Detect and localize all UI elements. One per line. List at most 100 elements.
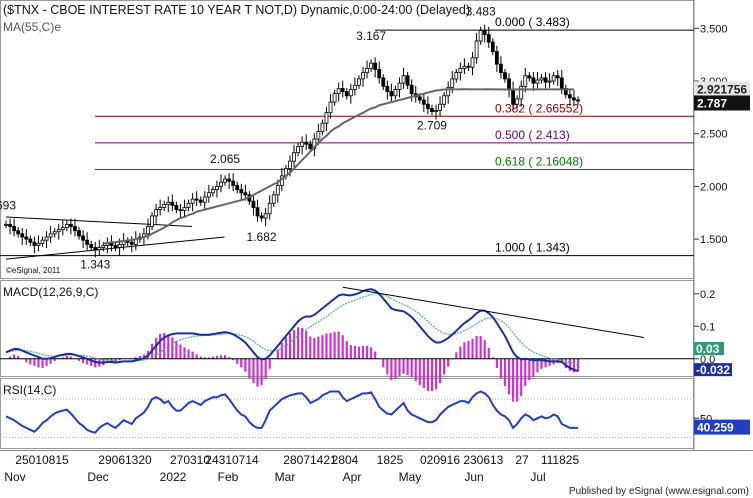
candle-body [198, 199, 203, 203]
candle-body [174, 204, 179, 211]
candle-body [417, 96, 422, 101]
candle-body [478, 30, 483, 42]
y-tick-label: 2.500 [700, 129, 728, 141]
candle-body [369, 62, 374, 69]
candle-body [397, 82, 402, 90]
candle-body [267, 202, 272, 215]
candle-body [16, 230, 21, 235]
candle-body [515, 98, 520, 105]
candle-body [202, 196, 207, 203]
candle-body [373, 62, 378, 70]
candle-body [393, 89, 398, 97]
price-annotation: 1.343 [80, 258, 110, 272]
candle-body [81, 235, 85, 241]
candle-body [531, 77, 536, 84]
x-month-label: Dec [87, 470, 108, 484]
candle-body [190, 198, 195, 204]
candle-body [344, 91, 349, 97]
candle-body [158, 207, 163, 211]
price-value-badge: 2.787 [697, 96, 727, 110]
candle-body [442, 95, 447, 105]
price-annotation: 2.709 [417, 119, 447, 133]
candle-body [24, 236, 29, 240]
x-tick-label: 0613 [477, 453, 504, 467]
candle-body [499, 63, 503, 74]
price-annotation: 2.065 [210, 152, 240, 166]
macd-trendline [342, 286, 645, 338]
ma-value-badge-bg [694, 81, 750, 97]
candle-body [271, 194, 276, 204]
candle-body [361, 72, 365, 80]
candle-body [519, 85, 524, 100]
candle-body [223, 178, 227, 183]
ma-label: MA(55,C)e [3, 20, 61, 34]
candle-body [482, 30, 487, 36]
x-month-label: Feb [218, 470, 239, 484]
x-month-label: Jun [464, 470, 483, 484]
candle-body [32, 241, 37, 246]
ma-value-badge: 2.921756 [697, 82, 747, 96]
candle-body [486, 34, 491, 43]
candle-body [215, 186, 219, 190]
x-tick-label: 25010815 [15, 453, 69, 467]
x-tick-label: 020916 [420, 453, 460, 467]
rsi-line [5, 390, 578, 434]
candle-body [357, 78, 361, 86]
price-annotation: 3.167 [356, 29, 386, 43]
y-tick-label: 2.000 [700, 181, 728, 193]
y-tick-label: 0.0 [700, 354, 715, 366]
candle-body [117, 243, 122, 248]
candle-body [36, 242, 41, 246]
candle-body [97, 247, 102, 251]
price-annotation: 3.483 [466, 5, 496, 19]
candle-body [52, 231, 57, 235]
candle-body [64, 223, 69, 228]
candle-body [381, 77, 386, 87]
price-panel [0, 0, 694, 279]
candle-body [60, 227, 65, 231]
x-month-label: Nov [4, 470, 25, 484]
candle-body [470, 57, 475, 68]
x-tick-label: 270310 [170, 453, 210, 467]
candle-body [227, 178, 232, 182]
candle-body [543, 77, 548, 83]
candle-body [466, 65, 471, 68]
candle-body [206, 192, 211, 198]
x-month-label: May [399, 470, 422, 484]
candle-body [405, 75, 410, 86]
candle-body [239, 189, 244, 194]
candle-body [503, 72, 507, 80]
candle-body [166, 201, 171, 205]
candle-body [494, 51, 499, 65]
candle-body [44, 236, 49, 241]
candle-body [255, 207, 260, 217]
candle-body [210, 189, 215, 194]
candle-body [401, 75, 406, 84]
candle-body [194, 198, 199, 201]
x-tick-label: 1825 [377, 453, 404, 467]
candle-body [430, 108, 434, 112]
candle-body [332, 93, 337, 103]
candle-body [385, 85, 390, 92]
macd-signal-badge-bg [694, 342, 724, 355]
x-tick-label: 28071421 [283, 453, 337, 467]
x-tick-label: 2804 [332, 453, 359, 467]
candle-body [48, 233, 53, 238]
x-tick-label: 24310714 [205, 453, 259, 467]
macd-title: MACD(12,26,9,C) [3, 285, 98, 299]
candle-body [8, 223, 12, 227]
x-tick-label: 111825 [541, 453, 580, 467]
candle-body [421, 99, 426, 105]
ma55-line [103, 88, 574, 245]
candle-body [438, 103, 442, 111]
candle-body [348, 89, 353, 97]
candle-body [77, 230, 81, 237]
candle-body [12, 226, 17, 232]
candle-body [20, 233, 25, 238]
candle-body [389, 91, 394, 97]
candle-body [40, 239, 45, 244]
candle-body [4, 223, 8, 226]
rsi-title: RSI(14,C) [3, 383, 56, 397]
candle-body [559, 77, 564, 89]
